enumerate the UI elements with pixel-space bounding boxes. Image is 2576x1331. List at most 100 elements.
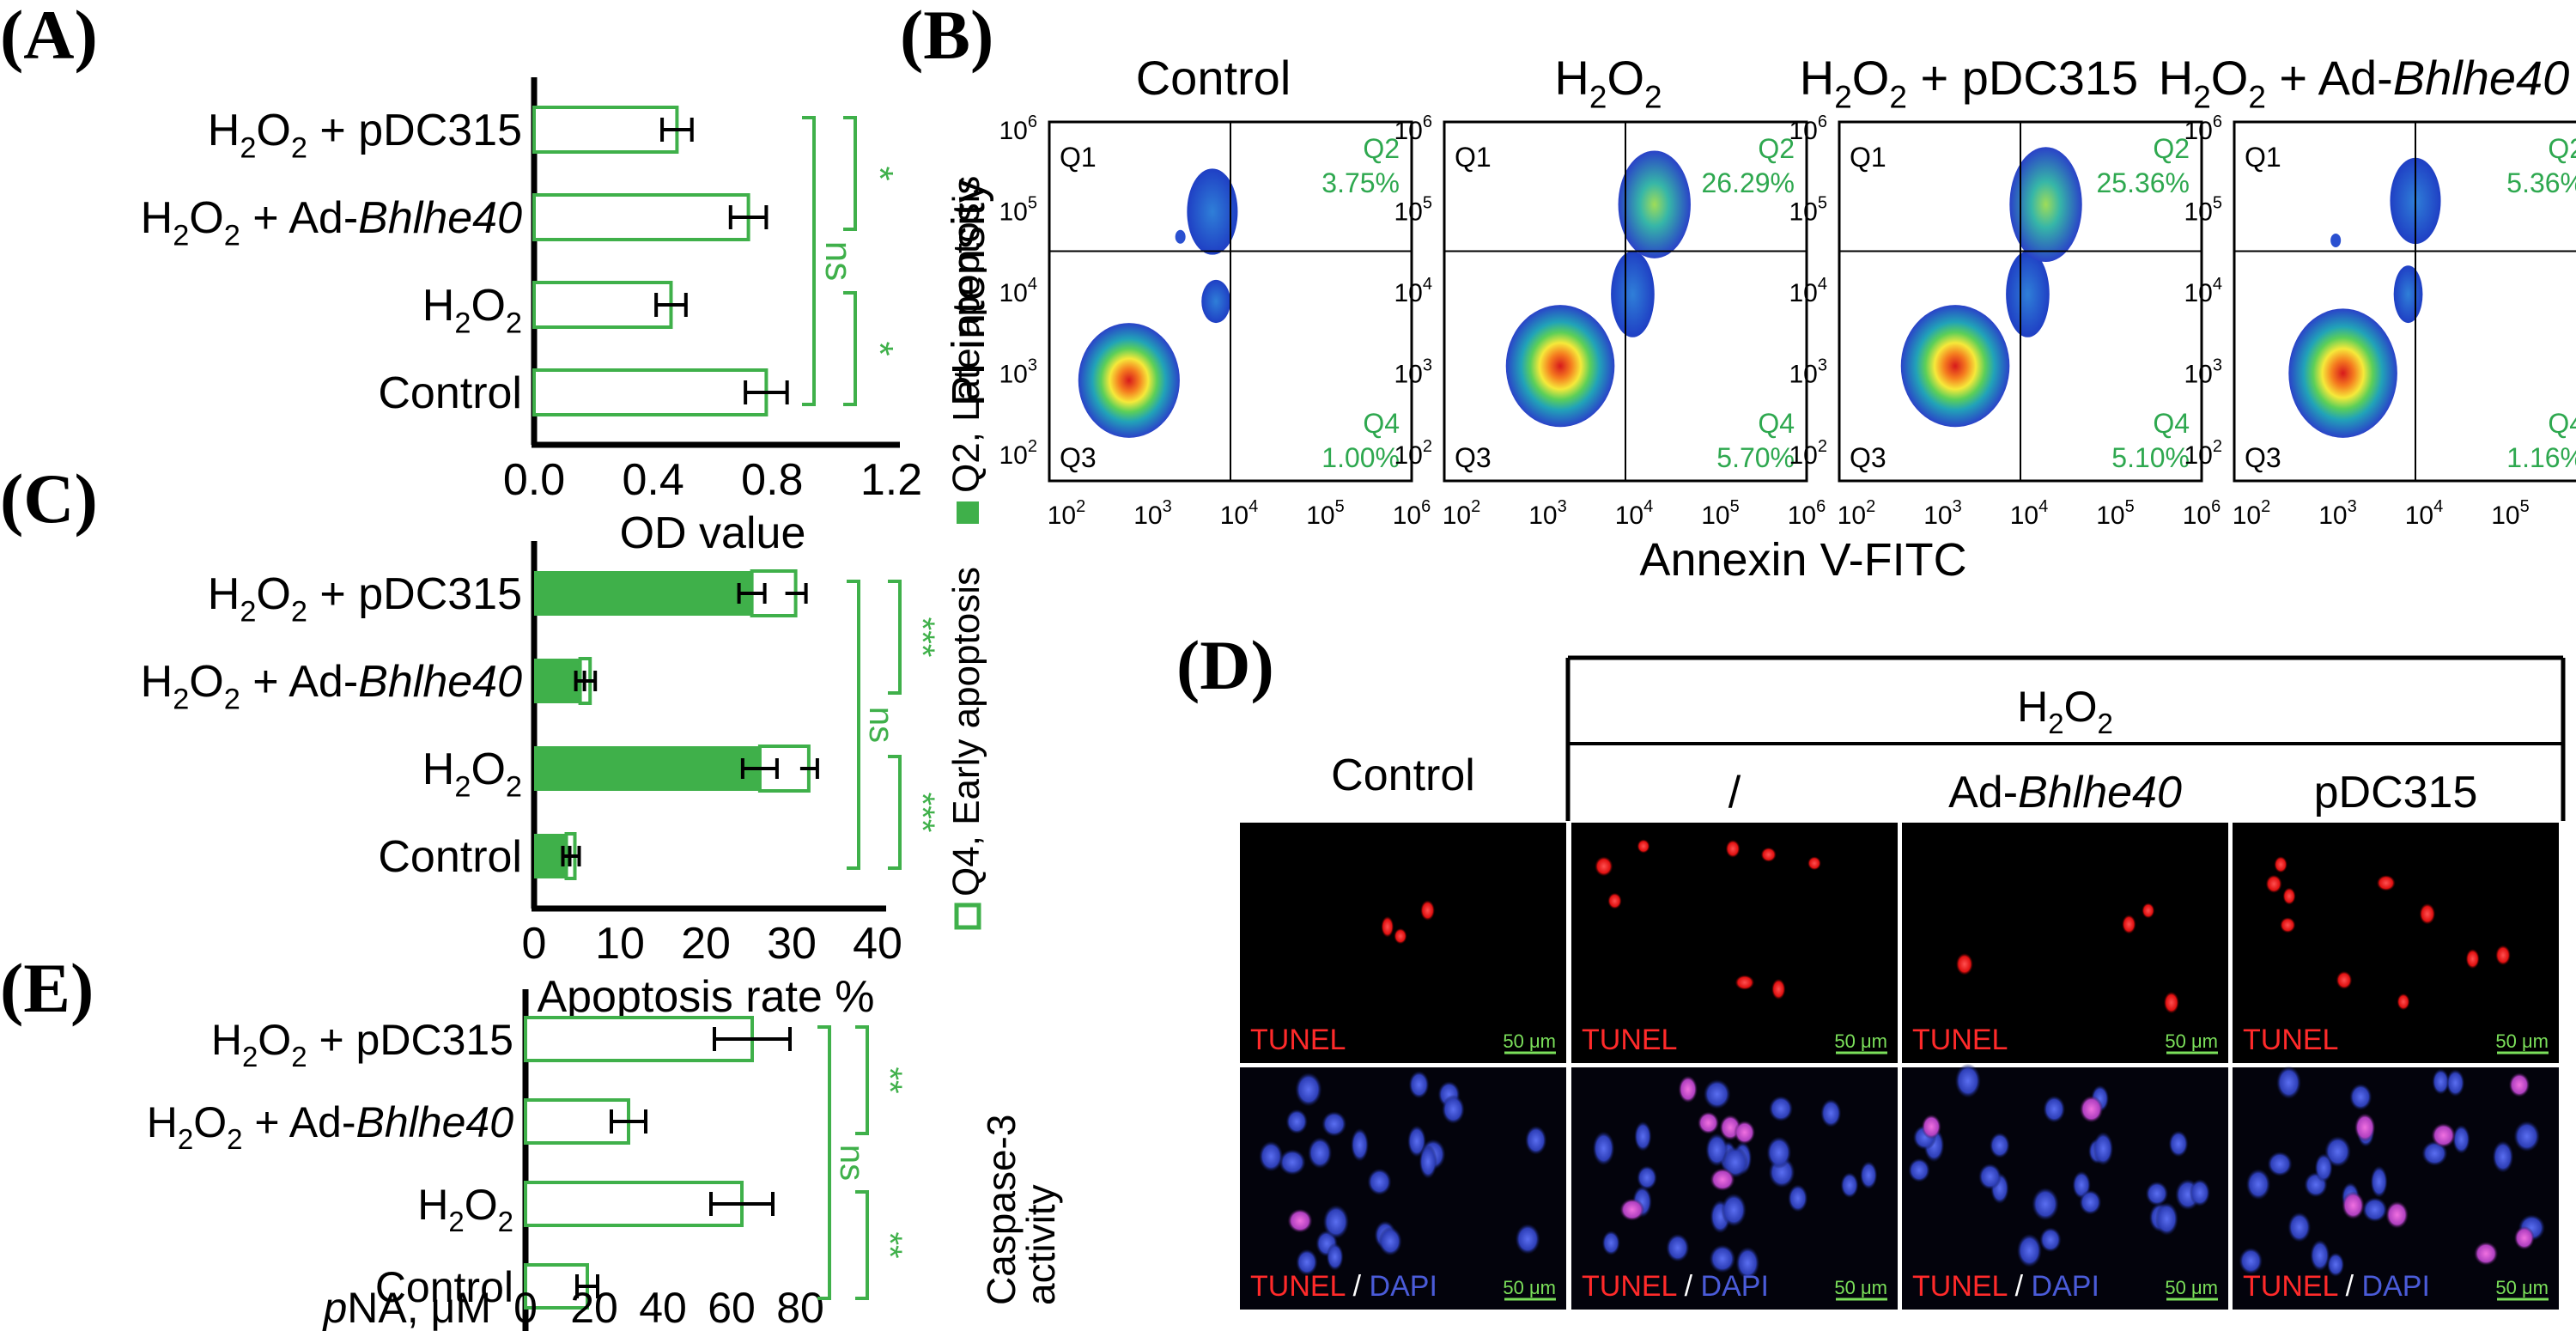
dapi-cell (1989, 1132, 2010, 1158)
legend-label-early: Q4, Early apoptosis (945, 567, 987, 896)
x-tick-label: 10 (595, 919, 645, 969)
y-tick-label: 105 (2184, 194, 2223, 227)
flow-plot: H2O2 + Ad-Bhlhe40 Q1 Q3 Q25.36% Q41.16% 102 10… (2159, 51, 2576, 530)
scale-label: 50 μm (2495, 1277, 2549, 1298)
dapi-cell (1709, 1244, 1736, 1273)
merge-cell (1287, 1208, 1313, 1233)
merge-cell (2431, 1122, 2456, 1148)
x-tick-label: 0 (522, 919, 547, 969)
panel-label-c: (C) (0, 459, 98, 538)
dapi-cell (2492, 1140, 2514, 1173)
quadrant-q2-value: 25.36% (2096, 167, 2190, 198)
category-label: Control (375, 1263, 513, 1311)
y-tick-label: 105 (1394, 194, 1433, 227)
tunel-cell (1807, 856, 1821, 871)
tunel-cell (2495, 945, 2511, 966)
y-tick-label: 104 (1394, 275, 1433, 307)
tunel-label: TUNEL (1582, 1024, 1677, 1056)
tunel-cell (1607, 892, 1622, 909)
dapi-cell (1321, 1111, 1347, 1137)
dapi-cell (2043, 1095, 2066, 1123)
y-tick-label: 106 (2184, 112, 2223, 145)
dapi-cell (2245, 1169, 2271, 1200)
tunel-cell (1955, 952, 1973, 975)
x-tick-label: 105 (2491, 497, 2530, 530)
dapi-cell (1768, 1096, 1794, 1122)
dapi-cell (2370, 1165, 2388, 1198)
quadrant-q2-value: 26.29% (1701, 167, 1795, 198)
y-tick-label: 103 (1394, 356, 1433, 389)
dapi-cell (1326, 1243, 1344, 1271)
quadrant-q4: Q4 (1758, 408, 1795, 439)
merge-cell (2342, 1191, 2365, 1220)
quadrant-q3: Q3 (1455, 442, 1492, 473)
density-mid (2006, 251, 2050, 337)
quadrant-q2: Q2 (2548, 133, 2576, 164)
tunel-cell (1735, 975, 1755, 990)
dapi-cell (1285, 1109, 1308, 1134)
significance-label: ** (871, 1067, 908, 1093)
dapi-cell (1295, 1072, 1322, 1107)
tunel-cell (1771, 978, 1786, 1000)
significance-bracket (817, 1025, 831, 1300)
tunel-cell (1595, 856, 1613, 877)
tunel-label: TUNEL (1912, 1024, 2008, 1056)
y-tick-label: 102 (2184, 437, 2223, 470)
dapi-cell (1735, 1246, 1760, 1279)
merge-cell (2385, 1200, 2409, 1229)
dapi-cell (2349, 1084, 2372, 1110)
scale-label: 50 μm (1834, 1030, 1887, 1052)
x-tick-label: 102 (1048, 497, 1086, 530)
density-mid (2393, 265, 2423, 324)
x-tick-label: 0.0 (503, 455, 565, 505)
x-tick-label: 30 (767, 919, 817, 969)
x-tick-label: 104 (2405, 497, 2444, 530)
panel-label-b: (B) (900, 0, 993, 74)
quadrant-q4: Q4 (1363, 408, 1400, 439)
density-upper (1618, 150, 1691, 258)
dapi-cell (2432, 1068, 2450, 1095)
x-tick-label: 0.4 (623, 455, 684, 505)
tunel-cell (2274, 856, 2287, 873)
significance-bracket (843, 291, 857, 406)
bar (532, 106, 679, 154)
category-label: H2O2 + pDC315 (211, 1016, 513, 1073)
scale-label: 50 μm (2165, 1030, 2218, 1052)
merge-cell (1734, 1120, 1756, 1145)
x-tick-label: 105 (1701, 497, 1740, 530)
category-label: H2O2 + pDC315 (208, 569, 522, 629)
quadrant-q1: Q1 (1060, 142, 1097, 173)
flow-plot: ControlQ1Q3Q23.75%Q41.00%102103104105106… (999, 51, 1431, 530)
dapi-cell (1322, 1205, 1350, 1239)
tunel-cell (2397, 993, 2410, 1011)
scale-label: 50 μm (2165, 1277, 2218, 1298)
dapi-cell (1296, 1249, 1318, 1276)
x-tick-label: 0 (513, 1284, 538, 1331)
category-label: H2O2 (422, 281, 522, 340)
significance-bracket (847, 580, 860, 870)
dapi-cell (2039, 1227, 2062, 1253)
bar-late (534, 571, 752, 616)
tunel-cell (2336, 970, 2353, 989)
dapi-cell (1840, 1172, 1859, 1199)
significance-bracket (855, 1190, 869, 1300)
quadrant-q4-value: 1.00% (1321, 442, 1400, 473)
dapi-cell (2239, 1247, 2263, 1274)
merge-cell (1619, 1198, 1645, 1221)
y-tick-label: 102 (1789, 437, 1828, 470)
significance-label: ns (862, 707, 900, 743)
merge-image (1240, 1067, 1566, 1310)
bar (532, 193, 750, 241)
dapi-cell (1634, 1121, 1652, 1152)
merge-cell (2513, 1225, 2535, 1250)
significance-label: *** (903, 617, 941, 658)
caspase-ylabel: Caspase-3 activity (979, 1115, 1063, 1305)
dapi-cell (1766, 1136, 1792, 1169)
tunel-cell (1381, 915, 1394, 938)
tunel-cell (2280, 917, 2296, 933)
chart-c: H2O2 + pDC315 H2O2 + Ad-Bhlhe40 H2O2 Contro… (141, 541, 941, 1022)
dapi-cell (1525, 1125, 1547, 1155)
dapi-cell (1351, 1127, 1370, 1162)
tunel-cell (2265, 874, 2282, 894)
dapi-cell (1820, 1098, 1842, 1127)
